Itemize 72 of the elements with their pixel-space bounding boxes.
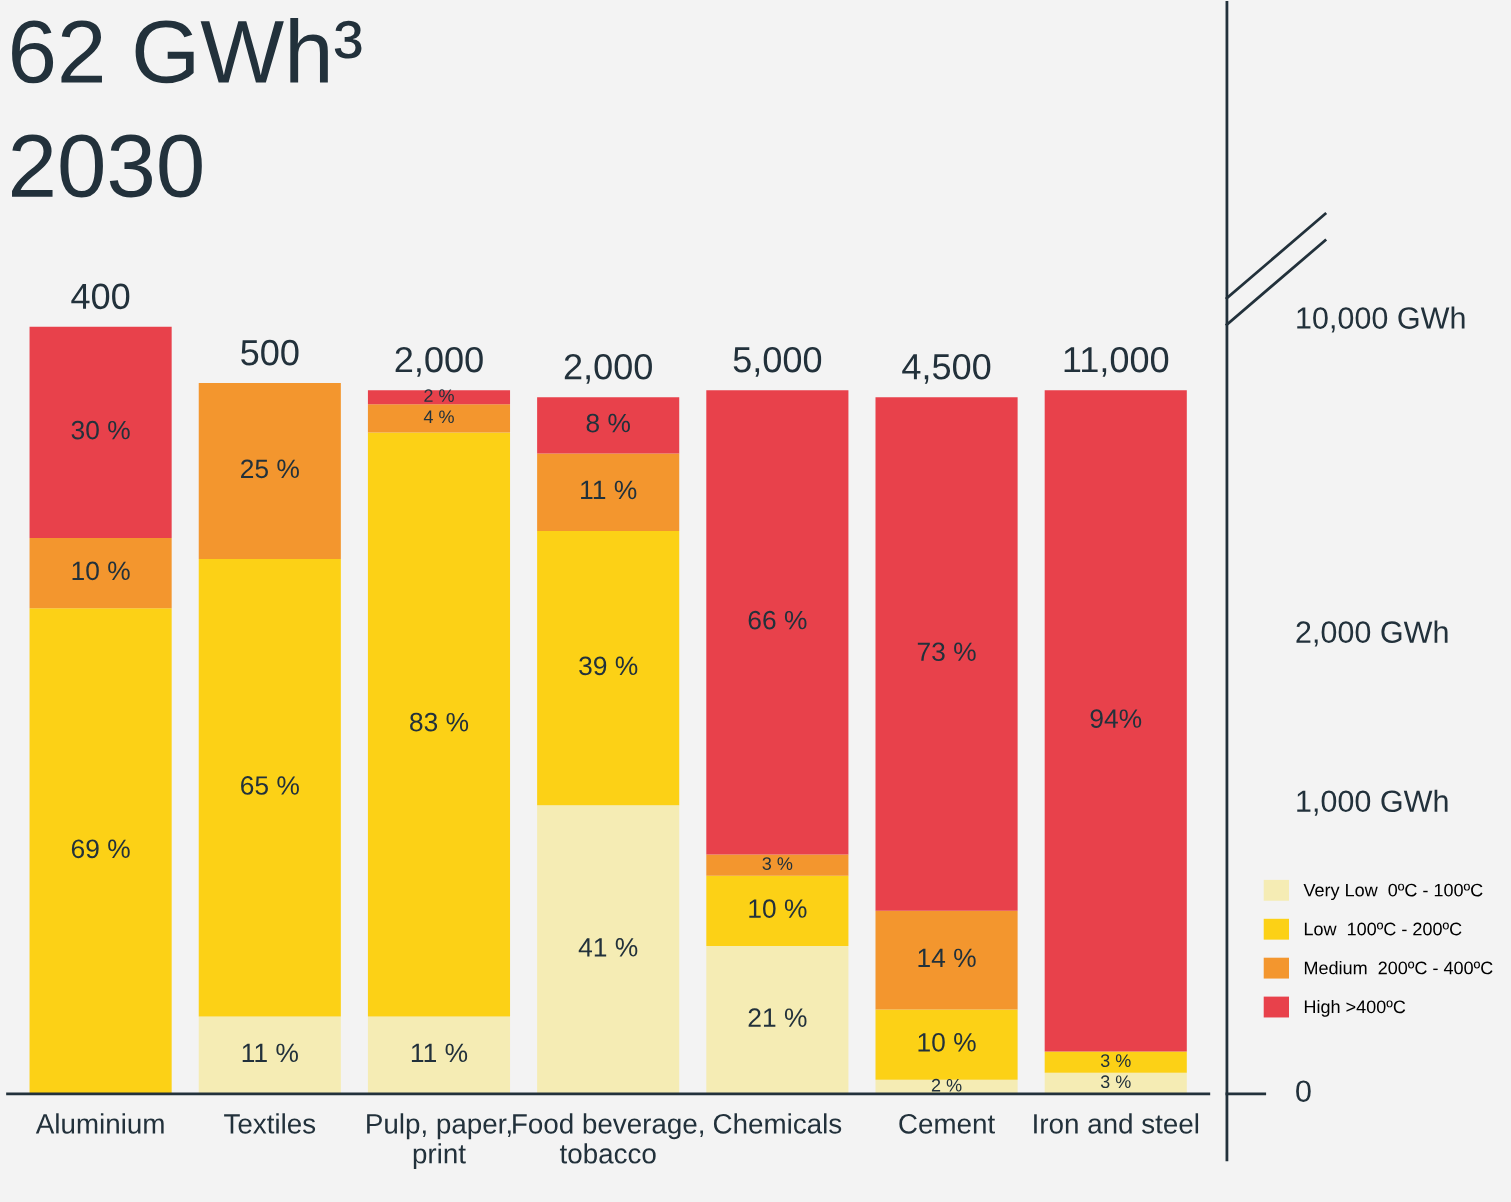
data-label: 8 %: [586, 413, 630, 433]
bar: [706, 946, 849, 1094]
data-label: 83 %: [410, 712, 469, 732]
data-label: 4 %: [423, 410, 454, 424]
x-tick-label: Aluminium: [35, 1113, 164, 1134]
text: 2,000 GWh: [1296, 620, 1448, 647]
bar: [706, 875, 849, 947]
bar: [198, 559, 341, 1017]
data-label: 41 %: [578, 938, 638, 957]
bar: [29, 326, 172, 538]
data-label: 10 %: [749, 899, 807, 918]
x-tick-label: Pulp, paper, print: [367, 1113, 511, 1170]
text: 400: [71, 283, 130, 310]
bar: [875, 1009, 1018, 1080]
bar: [198, 1016, 341, 1094]
text: 0: [1296, 1080, 1311, 1103]
text: 1,000 GWh: [1297, 789, 1448, 816]
bar: [537, 453, 680, 531]
bar: [367, 432, 511, 1017]
data-label: 65 %: [241, 776, 299, 795]
data-label: 30 %: [71, 420, 130, 440]
bar: [1044, 390, 1187, 1052]
bar: [875, 397, 1018, 911]
bar: [537, 805, 680, 1094]
legend-label: Low 100ºC - 200ºC: [1304, 922, 1462, 936]
data-label: 3 %: [762, 857, 793, 870]
bar: [367, 404, 511, 433]
data-label: 69 %: [71, 839, 130, 859]
data-label: 3 %: [1100, 1054, 1131, 1067]
bar: [198, 383, 341, 560]
x-tick-label: Textiles: [224, 1113, 316, 1134]
data-label: 94%: [1090, 709, 1142, 728]
data-label: 14 %: [918, 948, 976, 968]
data-label: 10 %: [72, 561, 130, 581]
bar: [367, 390, 511, 405]
annotation: 500: [241, 339, 299, 366]
data-label: 3 %: [1100, 1075, 1131, 1089]
bar: [1044, 1051, 1187, 1073]
bar: [537, 530, 680, 806]
bar: [537, 397, 680, 454]
data-label: 21 %: [748, 1008, 807, 1027]
bar: [29, 537, 172, 609]
data-label: 11 %: [411, 1043, 468, 1063]
data-label: 25 %: [241, 459, 299, 479]
data-label: 11 %: [581, 480, 637, 500]
data-label: 11 %: [242, 1043, 298, 1063]
annotation: 2,000: [564, 353, 652, 384]
annotation: 2,000: [395, 346, 483, 377]
annotation: 4,500: [902, 353, 991, 384]
bar: [29, 608, 172, 1094]
x-tick-label: Cement: [899, 1114, 995, 1134]
legend-label: Very Low 0ºC - 100ºC: [1303, 883, 1483, 901]
text: 10,000 GWh: [1297, 306, 1465, 333]
x-tick-label: Food beverage, tobacco: [513, 1113, 703, 1164]
legend-label: Medium 200ºC - 400ºC: [1304, 961, 1493, 975]
data-label: 2 %: [931, 1078, 962, 1092]
data-label: 73 %: [917, 642, 976, 662]
bar: [367, 1016, 511, 1094]
bar: [706, 854, 849, 876]
data-label: 66 %: [748, 610, 807, 630]
bar: [706, 390, 849, 855]
legend-label: High >400ºC: [1304, 999, 1406, 1017]
annotation: 5,000: [733, 346, 822, 377]
annotation: 11,000: [1064, 346, 1169, 377]
chart-title: 62 GWh³: [12, 18, 362, 84]
data-label: 10 %: [918, 1032, 976, 1052]
data-label: 39 %: [579, 656, 638, 676]
x-tick-label: Chemicals: [713, 1113, 842, 1134]
data-label: 2 %: [424, 389, 454, 402]
chart-subtitle: 2030: [12, 134, 202, 198]
x-tick-label: Iron and steel: [1034, 1113, 1199, 1134]
bar: [875, 910, 1018, 1010]
